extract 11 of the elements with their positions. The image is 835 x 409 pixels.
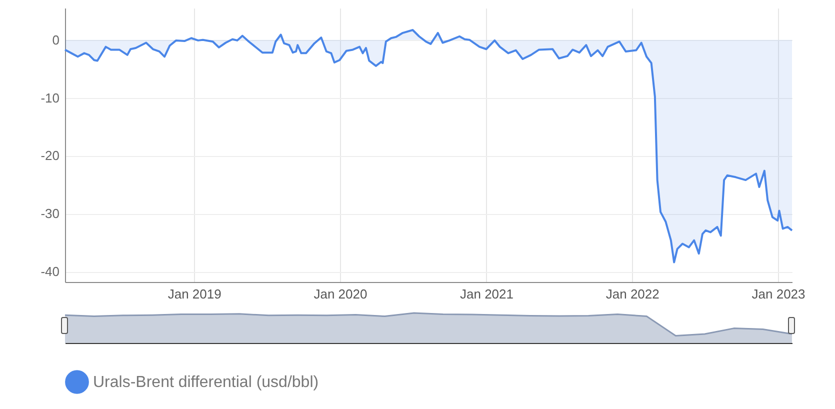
y-tick-label: -40 (40, 264, 60, 280)
x-tick-label: Jan 2021 (460, 286, 514, 302)
y-tick-label: 0 (52, 32, 60, 48)
x-tick-label: Jan 2022 (606, 286, 660, 302)
y-tick-label: -10 (40, 90, 60, 106)
x-tick-label: Jan 2019 (168, 286, 222, 302)
legend-label: Urals-Brent differential (usd/bbl) (93, 374, 319, 391)
x-tick-label: Jan 2023 (752, 286, 806, 302)
y-tick-label: -20 (40, 148, 60, 164)
y-tick-label: -30 (40, 206, 60, 222)
x-tick-label: Jan 2020 (314, 286, 368, 302)
